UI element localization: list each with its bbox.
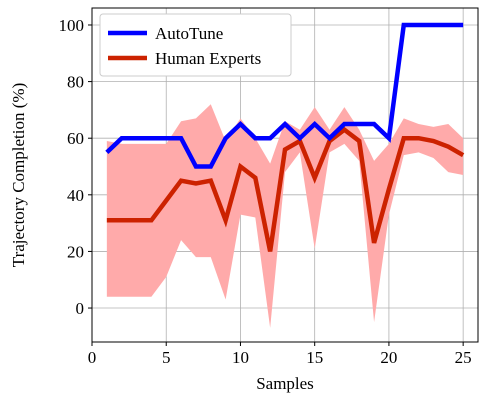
y-axis-label: Trajectory Completion (%) <box>9 83 28 267</box>
x-axis-label: Samples <box>256 374 314 393</box>
legend-box <box>99 13 292 77</box>
autotune-line <box>105 22 464 169</box>
y-tick-label: 100 <box>59 16 85 35</box>
y-tick-label: 20 <box>67 242 84 261</box>
y-tick-label: 60 <box>67 129 84 148</box>
human-experts-range-band <box>106 104 464 328</box>
human-experts-line <box>106 126 465 252</box>
x-tick-label: 5 <box>162 348 171 367</box>
y-tick-label: 40 <box>67 186 84 205</box>
y-tick-label: 0 <box>76 299 85 318</box>
x-tick-label: 15 <box>306 348 323 367</box>
legend-label-autotune: AutoTune <box>155 24 223 43</box>
x-tick-label: 25 <box>455 348 472 367</box>
y-tick-label: 80 <box>67 73 84 92</box>
legend: AutoTune Human Experts <box>99 13 292 77</box>
axes-frame <box>91 7 479 343</box>
x-tick-label: 10 <box>232 348 249 367</box>
x-tick-label: 20 <box>380 348 397 367</box>
x-tick-label: 0 <box>88 348 97 367</box>
legend-label-human-experts: Human Experts <box>155 49 261 68</box>
